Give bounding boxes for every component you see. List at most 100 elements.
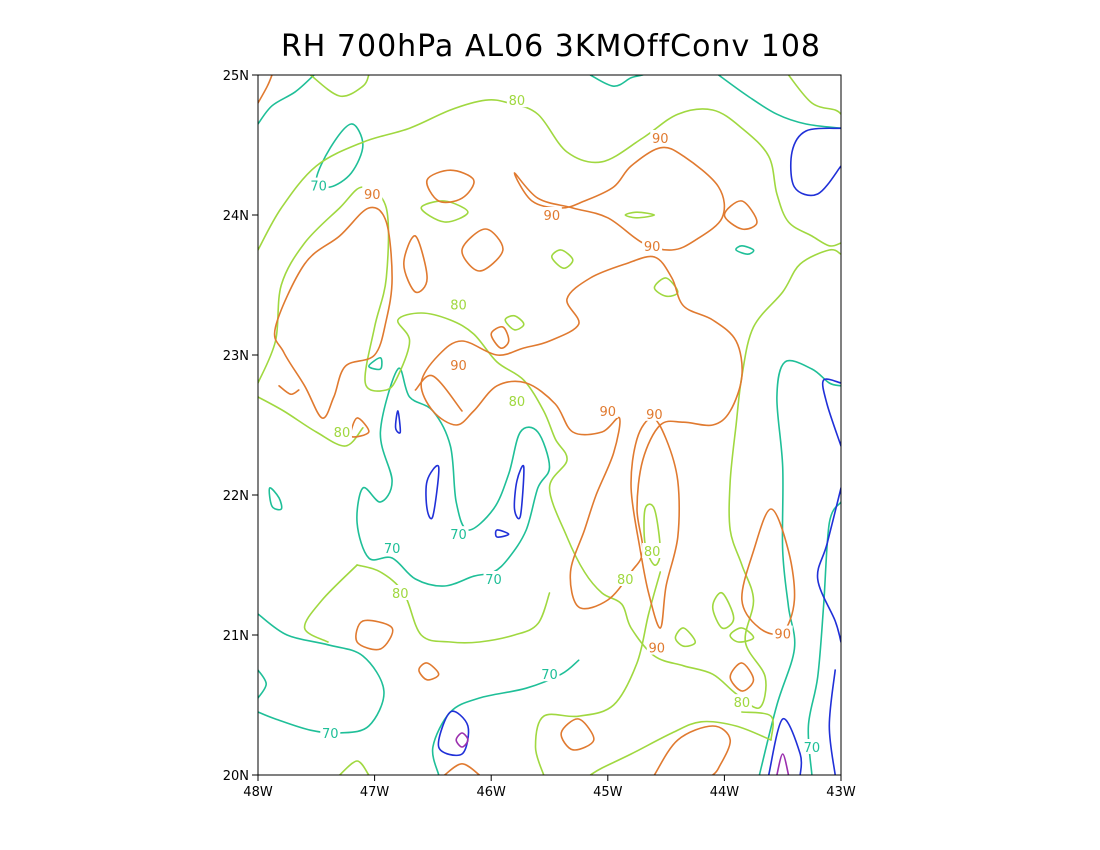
contour-label-bg <box>320 725 341 740</box>
contour-labels: 80 90 70 90 90 90 80 90 80 80 90 90 70 70 80 70 80 80 90 90… <box>308 92 822 756</box>
contour-label: 80 <box>734 696 751 711</box>
contour-line-60 <box>767 718 803 775</box>
contour-label-bg <box>483 571 504 586</box>
contour-line-90 <box>513 146 726 251</box>
contour-line-80 <box>741 711 774 741</box>
contour-lines <box>258 75 841 775</box>
contour-line-80 <box>258 396 364 447</box>
contour-line-80 <box>711 592 735 630</box>
contour-label: 90 <box>450 359 467 374</box>
contour-label: 90 <box>544 209 561 224</box>
contour-line-70 <box>258 669 267 699</box>
contour-line-90 <box>258 75 273 104</box>
contour-label-bg <box>506 393 527 409</box>
y-tick-label: 25N <box>223 69 249 84</box>
contour-line-90 <box>560 718 595 751</box>
contour-label: 80 <box>334 426 351 441</box>
contour-label: 70 <box>541 668 558 683</box>
contour-line-60 <box>821 378 841 447</box>
contour-label-bg <box>362 186 383 201</box>
contour-line-70 <box>268 487 283 511</box>
contour-line-80 <box>258 99 841 251</box>
contour-line-90 <box>350 417 370 438</box>
contour-line-80 <box>420 200 469 223</box>
contour-line-70 <box>356 367 551 587</box>
contour-line-80 <box>624 211 656 219</box>
contour-line-90 <box>653 725 732 775</box>
contour-line-60 <box>494 529 510 538</box>
y-tick-label: 24N <box>223 209 249 224</box>
contour-line-90 <box>425 169 475 204</box>
contour-line-90 <box>418 662 440 681</box>
contour-label-bg <box>448 526 469 542</box>
contour-label-bg <box>539 666 560 682</box>
contour-label-bg <box>331 424 352 439</box>
contour-label: 80 <box>450 299 467 314</box>
contour-label-bg <box>646 639 667 655</box>
x-axis: 48W 47W 46W 45W 44W 43W <box>243 775 856 800</box>
contour-line-70 <box>735 245 755 255</box>
contour-line-80 <box>653 277 679 298</box>
contour-line-80 <box>787 75 841 115</box>
contour-label-bg <box>308 177 329 193</box>
y-tick-label: 20N <box>223 769 249 784</box>
contour-label-bg <box>390 585 411 600</box>
contour-line-80 <box>258 186 841 710</box>
contour-label-bg <box>644 405 665 421</box>
contour-line-90 <box>490 326 510 349</box>
contour-label-bg <box>650 130 671 145</box>
y-tick-label: 21N <box>223 629 249 644</box>
contour-line-70 <box>315 123 364 189</box>
x-tick-label: 43W <box>826 785 856 800</box>
contour-line-70 <box>258 613 385 734</box>
contour-label-bg <box>448 296 469 312</box>
contour-label: 70 <box>450 528 467 543</box>
contour-line-90 <box>729 662 755 692</box>
x-tick-label: 47W <box>360 785 390 800</box>
contour-line-90 <box>355 619 394 651</box>
contour-label-bg <box>615 571 636 586</box>
contour-line-80 <box>551 249 574 269</box>
contour-line-50 <box>776 753 790 775</box>
plot-frame <box>257 74 842 776</box>
contour-label: 80 <box>509 395 526 410</box>
contour-line-90 <box>723 200 758 231</box>
contour-line-90 <box>443 763 481 775</box>
contour-line-70 <box>758 359 841 775</box>
contour-label-bg <box>448 356 469 372</box>
contour-label: 80 <box>509 94 526 109</box>
contour-line-90 <box>273 206 393 419</box>
contour-line-60 <box>437 710 470 757</box>
contour-line-70 <box>589 75 644 88</box>
contour-line-80 <box>504 314 525 331</box>
contour-line-80 <box>303 564 358 643</box>
contour-line-90 <box>403 235 428 294</box>
contour-label-bg <box>506 92 527 108</box>
contour-line-80 <box>729 627 755 643</box>
contour-line-70 <box>431 659 580 775</box>
contour-line-80 <box>674 627 697 648</box>
contour-label-bg <box>642 543 663 558</box>
contour-label: 80 <box>644 545 661 560</box>
x-tick-label: 45W <box>593 785 623 800</box>
x-tick-label: 44W <box>710 785 740 800</box>
contour-label: 80 <box>617 573 634 588</box>
contour-label: 70 <box>310 180 327 195</box>
contour-label-bg <box>772 625 793 641</box>
contour-label: 90 <box>648 642 665 657</box>
contour-line-90 <box>461 228 504 272</box>
contour-label: 90 <box>774 628 791 643</box>
y-axis: 20N 21N 22N 23N 24N 25N <box>223 69 258 784</box>
contour-label: 70 <box>384 542 401 557</box>
contour-line-90 <box>278 385 300 396</box>
contour-line-60 <box>425 464 440 520</box>
contour-label: 80 <box>392 587 409 602</box>
contour-line-70 <box>807 501 841 775</box>
contour-label: 70 <box>322 727 339 742</box>
contour-label-bg <box>541 207 562 222</box>
contour-label: 90 <box>600 405 617 420</box>
contour-line-80 <box>309 75 370 98</box>
contour-label: 70 <box>804 741 821 756</box>
contour-label-bg <box>382 540 403 556</box>
